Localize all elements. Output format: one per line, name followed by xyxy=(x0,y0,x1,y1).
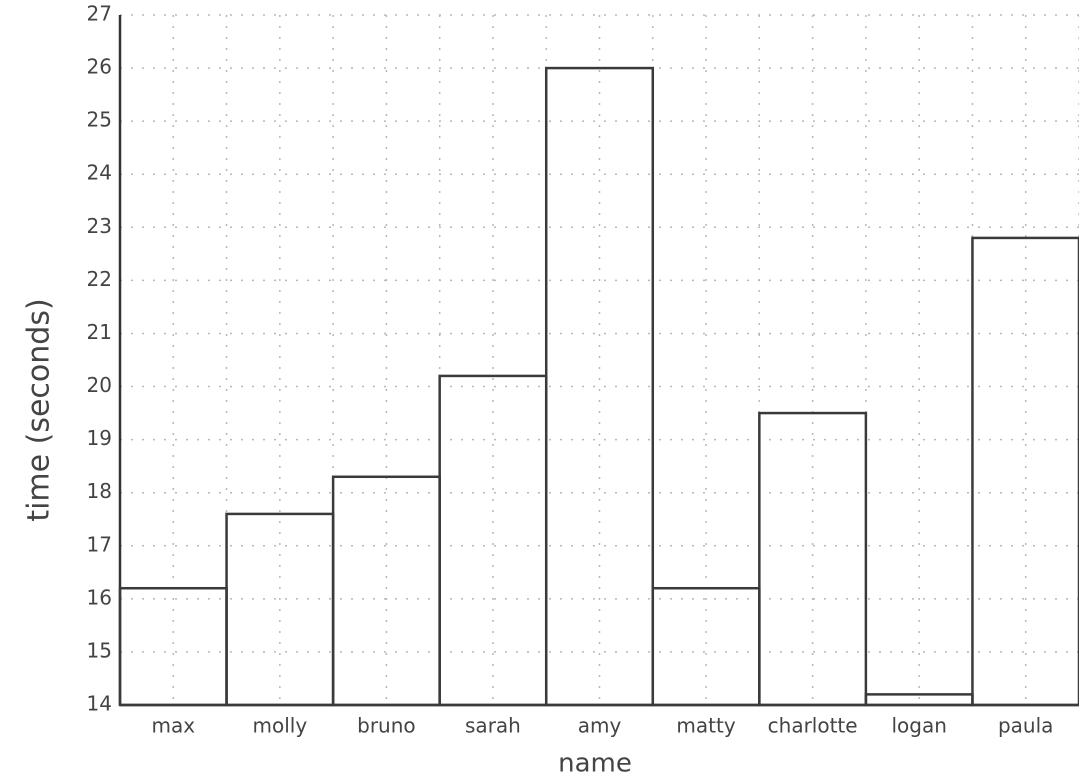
y-tick-label: 25 xyxy=(87,108,112,132)
y-tick-label: 23 xyxy=(87,214,112,238)
y-tick-label: 21 xyxy=(87,320,112,344)
x-tick-label: paula xyxy=(998,714,1053,738)
x-tick-label: matty xyxy=(676,714,735,738)
y-tick-label: 22 xyxy=(87,267,112,291)
y-tick-label: 15 xyxy=(87,638,112,662)
bar xyxy=(438,374,548,707)
bar xyxy=(864,693,974,707)
y-tick-label: 20 xyxy=(87,373,112,397)
bar xyxy=(758,411,868,707)
x-tick-label: charlotte xyxy=(768,714,858,738)
x-tick-label: logan xyxy=(891,714,946,738)
y-tick-label: 14 xyxy=(87,692,112,716)
bar xyxy=(544,66,655,707)
y-tick-label: 26 xyxy=(87,55,112,79)
x-tick-label: molly xyxy=(252,714,307,738)
x-tick-label: max xyxy=(151,714,195,738)
bar xyxy=(971,236,1079,707)
y-tick-label: 24 xyxy=(87,161,112,185)
y-tick-label: 16 xyxy=(87,585,112,609)
x-tick-label: sarah xyxy=(465,714,521,738)
x-tick-label: amy xyxy=(578,714,622,738)
x-axis-label: name xyxy=(558,749,632,778)
y-tick-label: 18 xyxy=(87,479,112,503)
y-tick-label: 27 xyxy=(87,2,112,26)
x-tick-label: bruno xyxy=(357,714,416,738)
y-axis-label: time (seconds) xyxy=(22,298,57,521)
y-tick-label: 17 xyxy=(87,532,112,556)
y-tick-label: 19 xyxy=(87,426,112,450)
